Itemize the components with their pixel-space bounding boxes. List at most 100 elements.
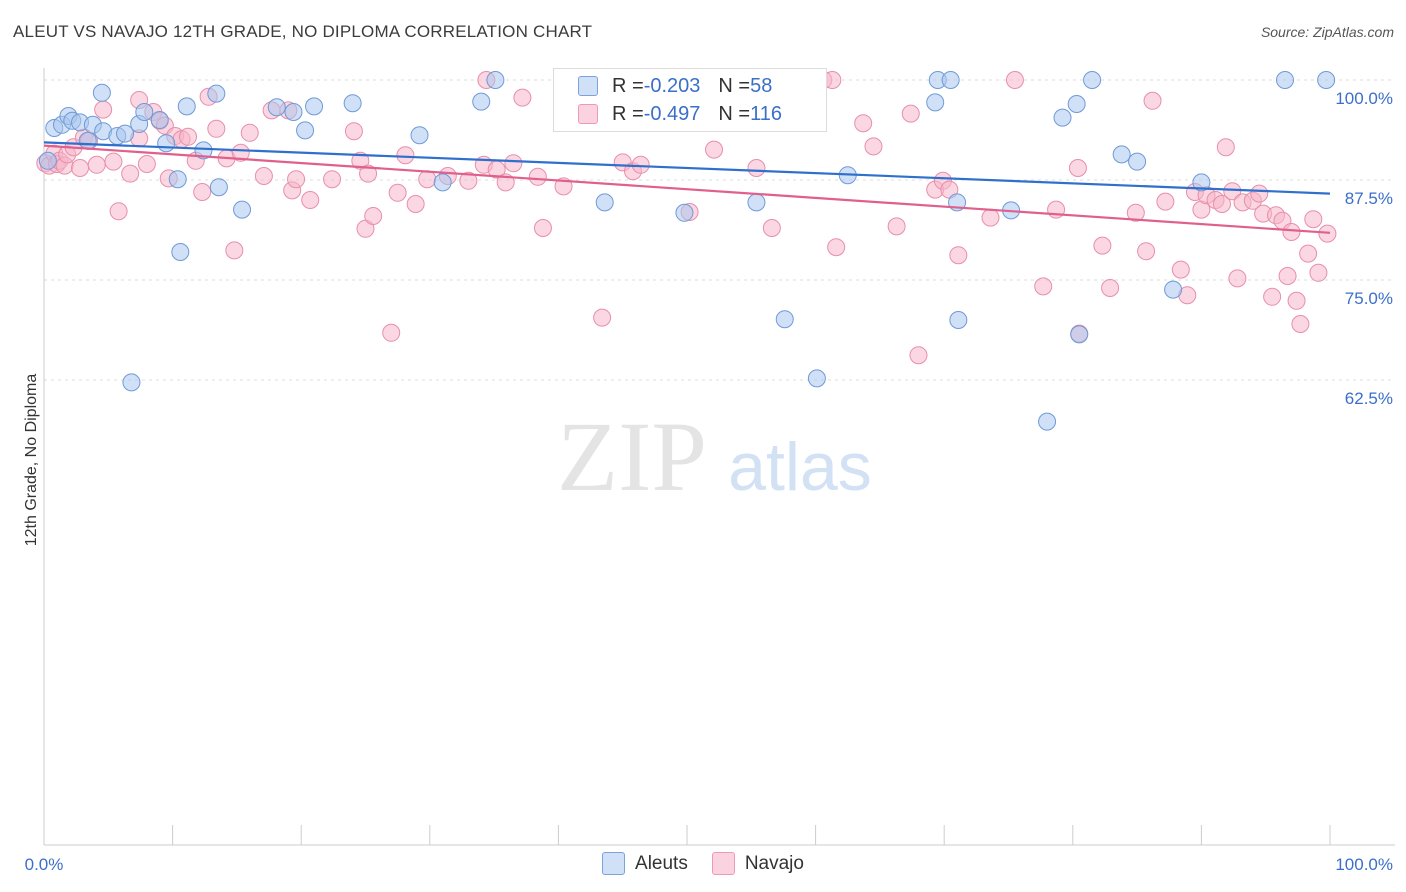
data-point-navajo	[1171, 260, 1190, 279]
aleuts-legend-swatch	[602, 852, 626, 875]
data-point-navajo	[104, 152, 123, 171]
data-point-navajo	[87, 155, 106, 174]
watermark-atlas: atlas	[728, 429, 872, 505]
y-tick-label: 87.5%	[1345, 189, 1393, 208]
data-point-navajo	[364, 207, 383, 225]
data-point-navajo	[513, 88, 532, 107]
y-tick-label: 75.0%	[1345, 289, 1393, 308]
data-point-aleuts	[233, 200, 252, 219]
data-point-aleuts	[207, 84, 226, 103]
data-point-navajo	[528, 167, 547, 186]
aleuts-swatch	[578, 76, 598, 96]
data-point-aleuts	[135, 103, 154, 121]
n-label: N =	[718, 102, 751, 125]
data-point-aleuts	[472, 92, 491, 111]
data-point-navajo	[827, 238, 846, 257]
data-point-aleuts	[38, 151, 57, 170]
data-point-navajo	[1216, 138, 1235, 157]
data-point-aleuts	[78, 131, 97, 150]
n-label: N =	[718, 74, 751, 97]
data-point-navajo	[382, 323, 401, 342]
data-point-aleuts	[122, 373, 141, 392]
data-point-navajo	[747, 159, 766, 177]
aleuts-points	[38, 71, 1336, 431]
data-point-navajo	[705, 140, 724, 159]
data-point-aleuts	[1275, 71, 1294, 89]
data-point-navajo	[359, 164, 378, 183]
data-point-navajo	[1093, 236, 1112, 255]
data-point-aleuts	[747, 193, 766, 212]
data-point-aleuts	[177, 97, 196, 116]
watermark-zip: ZIP	[557, 401, 707, 512]
data-point-navajo	[1299, 244, 1318, 263]
data-point-aleuts	[1112, 145, 1131, 164]
legend-label-aleuts: Aleuts	[635, 852, 688, 874]
trend-lines	[43, 141, 1331, 234]
data-point-navajo	[240, 123, 259, 142]
data-point-navajo	[406, 195, 425, 213]
data-point-navajo	[762, 219, 781, 237]
data-point-navajo	[1156, 192, 1175, 211]
navajo-swatch	[578, 104, 598, 124]
data-point-navajo	[1282, 223, 1301, 241]
data-point-navajo	[71, 159, 90, 177]
data-point-aleuts	[1067, 95, 1086, 113]
y-tick-labels: 100.0% 87.5% 75.0% 62.5%	[1335, 89, 1393, 408]
data-point-aleuts	[171, 243, 190, 261]
watermark: ZIP atlas	[557, 401, 872, 512]
data-point-aleuts	[1083, 71, 1102, 89]
data-point-navajo	[1304, 210, 1323, 229]
data-point-navajo	[1005, 71, 1024, 89]
data-point-navajo	[231, 143, 250, 162]
data-point-aleuts	[1317, 71, 1336, 89]
data-point-navajo	[631, 155, 650, 174]
data-point-navajo	[1223, 182, 1242, 201]
data-point-aleuts	[168, 170, 187, 189]
data-point-navajo	[1212, 195, 1231, 213]
data-point-aleuts	[1128, 152, 1147, 171]
legend-item-aleuts[interactable]: Aleuts	[602, 852, 688, 875]
data-point-navajo	[396, 146, 415, 165]
data-point-navajo	[301, 191, 320, 209]
data-point-navajo	[323, 170, 342, 189]
data-point-aleuts	[150, 111, 169, 129]
data-point-aleuts	[486, 71, 505, 89]
data-point-aleuts	[675, 203, 694, 222]
y-axis-label: 12th Grade, No Diploma	[23, 373, 40, 547]
data-point-aleuts	[941, 71, 960, 89]
data-point-navajo	[254, 167, 273, 185]
data-point-navajo	[1034, 277, 1053, 296]
data-point-aleuts	[595, 193, 614, 212]
data-point-navajo	[459, 171, 478, 190]
navajo-legend-swatch	[711, 852, 735, 875]
data-point-navajo	[207, 119, 226, 138]
data-point-navajo	[593, 308, 612, 327]
data-point-navajo	[225, 241, 244, 260]
n-value: 116	[750, 102, 782, 125]
data-point-navajo	[1250, 184, 1269, 203]
data-point-aleuts	[949, 311, 968, 329]
y-tick-label: 62.5%	[1345, 389, 1393, 408]
data-point-aleuts	[926, 93, 945, 112]
legend-label-navajo: Navajo	[744, 852, 804, 874]
data-point-navajo	[1291, 315, 1310, 333]
data-point-navajo	[1278, 267, 1297, 285]
data-point-navajo	[854, 114, 873, 133]
data-point-navajo	[179, 127, 198, 146]
r-value: -0.497	[643, 102, 701, 125]
data-point-aleuts	[775, 310, 794, 329]
trend-line-aleuts	[43, 141, 1331, 195]
trend-line-navajo	[43, 144, 1331, 234]
data-point-navajo	[137, 155, 156, 173]
data-point-navajo	[533, 219, 552, 237]
n-value: 58	[750, 74, 773, 97]
stats-legend: R = -0.203 N = 58 R = -0.497 N = 116	[553, 68, 827, 132]
data-point-aleuts	[1192, 173, 1211, 192]
axes	[43, 68, 1395, 846]
data-point-aleuts	[410, 126, 429, 145]
data-point-aleuts	[194, 141, 213, 160]
legend-item-navajo[interactable]: Navajo	[711, 852, 804, 875]
data-point-navajo	[193, 183, 212, 201]
data-point-aleuts	[267, 98, 286, 117]
